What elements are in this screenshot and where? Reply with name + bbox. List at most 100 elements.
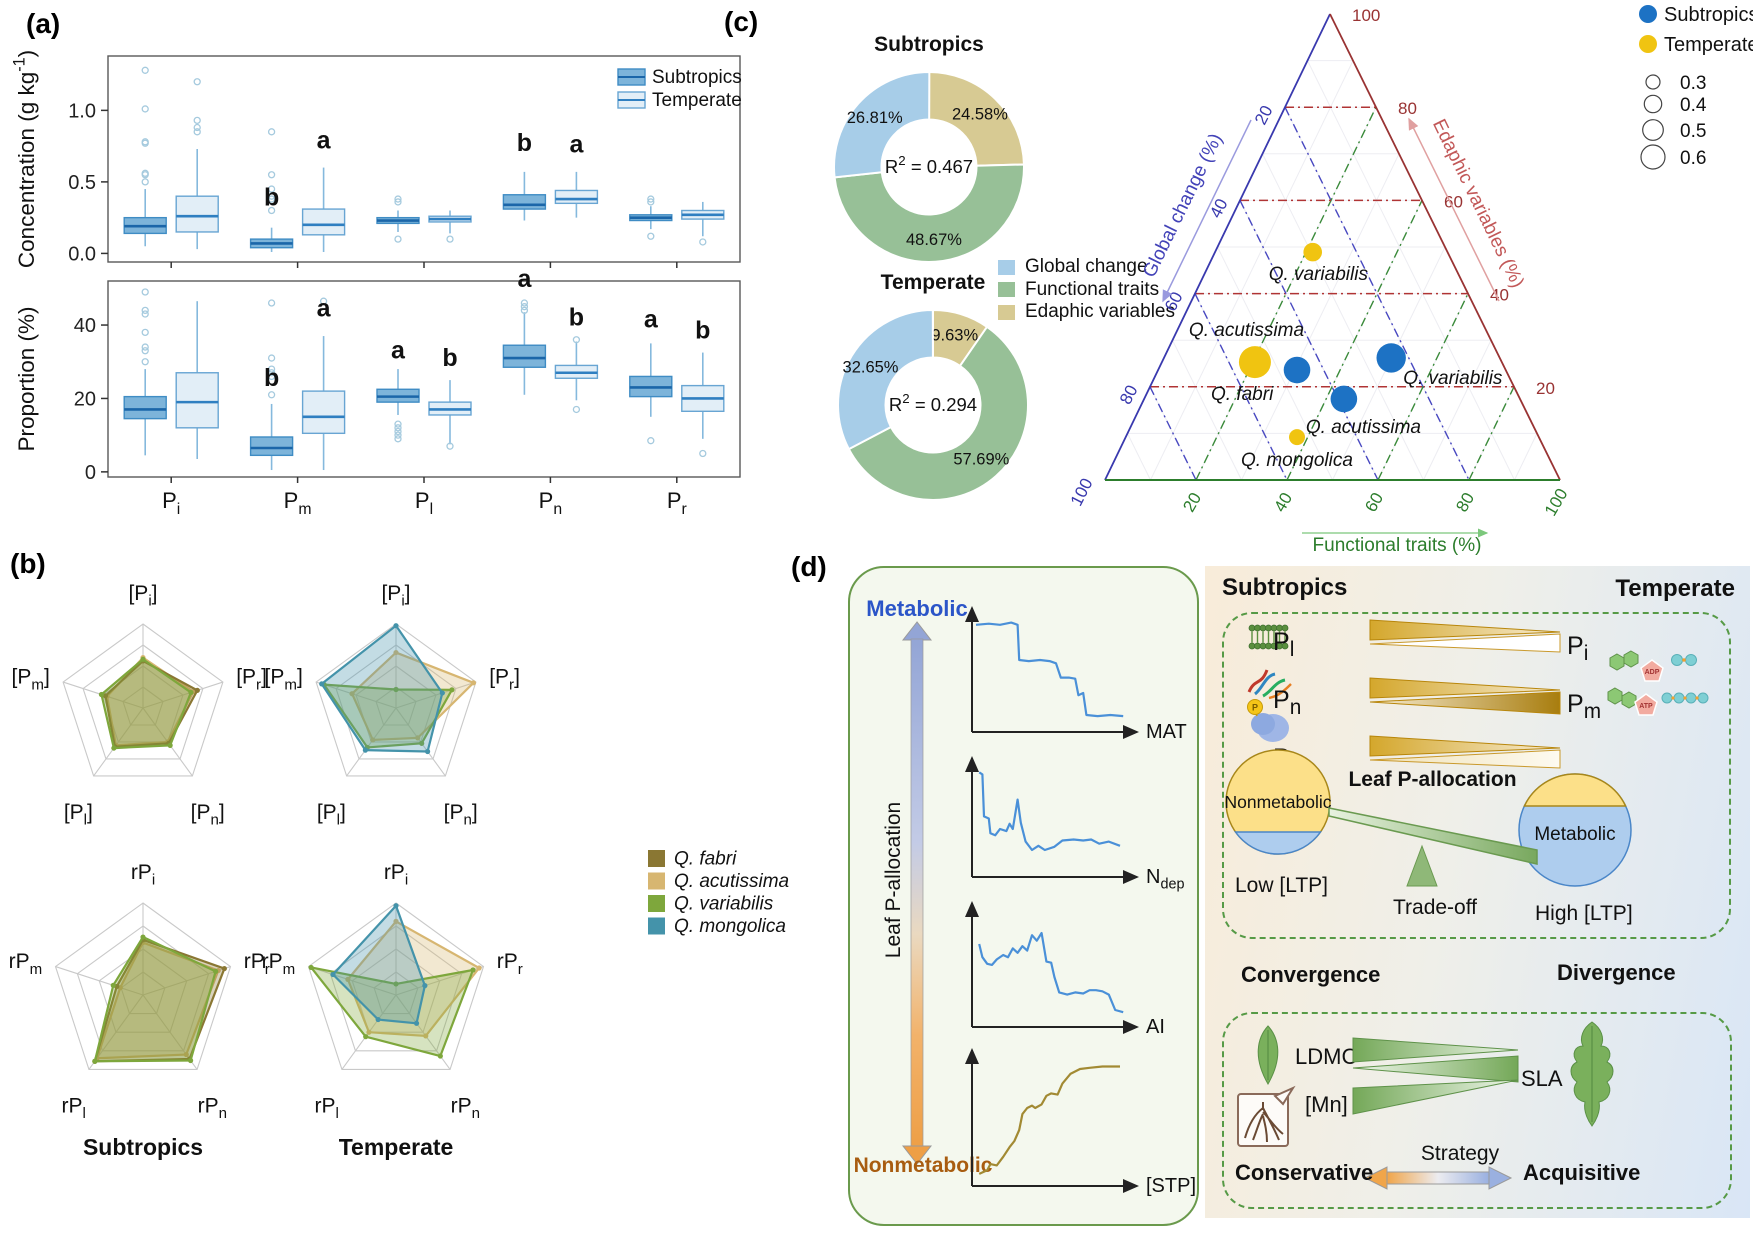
svg-text:80: 80 [1116, 382, 1142, 407]
panel-a-boxplots: 0.0 0.5 1.0 Concentration (g kg-1) b a b a Subtr… [11, 50, 742, 518]
p-nucleic-label: Pn [1273, 686, 1302, 719]
legend-label: Functional traits [1025, 278, 1160, 300]
metabolic-label: Metabolic [866, 596, 968, 621]
svg-text:MAT: MAT [1146, 721, 1187, 743]
svg-text:Pr: Pr [667, 488, 687, 518]
svg-text:57.69%: 57.69% [953, 451, 1009, 469]
donut-legend-item: Global change [998, 256, 1175, 279]
svg-text:20: 20 [1251, 102, 1277, 127]
svg-text:Pn: Pn [539, 488, 562, 518]
legend-label: Edaphic variables [1025, 301, 1175, 323]
svg-text:[Pi]: [Pi] [128, 582, 157, 610]
panel-d-left-box: Metabolic Leaf P-allocation Nonmetabolic… [848, 566, 1199, 1226]
svg-text:b: b [569, 304, 584, 332]
divergence-label: Divergence [1557, 960, 1676, 985]
donut-legend-item: Functional traits [998, 279, 1175, 302]
svg-text:40: 40 [1270, 489, 1296, 515]
svg-text:b: b [517, 129, 532, 157]
svg-text:20: 20 [74, 388, 96, 410]
svg-text:a: a [517, 265, 532, 293]
legend-swatch [998, 259, 1015, 275]
svg-text:a: a [569, 131, 584, 159]
svg-text:ADP: ADP [1645, 669, 1660, 676]
mat-mini-plot: MAT [965, 606, 1187, 743]
svg-text:Subtropics: Subtropics [83, 1134, 203, 1160]
svg-text:Ndep: Ndep [1146, 866, 1184, 892]
membrane-icon [1248, 624, 1289, 650]
allocation-dashed-box [1222, 612, 1731, 939]
svg-text:Temperate: Temperate [339, 1134, 454, 1160]
donut-legend: Global change Functional traits Edaphic va… [998, 256, 1175, 324]
svg-text:Q. acutissima: Q. acutissima [1189, 320, 1304, 341]
strategy-arrow-icon [1363, 1166, 1513, 1190]
tradeoff-label: Trade-off [1392, 896, 1478, 919]
svg-text:0.6: 0.6 [1680, 148, 1706, 169]
tradeoff-seesaw-icon [1328, 807, 1538, 887]
svg-text:rPi: rPi [131, 861, 155, 889]
panel-a-label: (a) [26, 8, 61, 39]
high-ltp-label: High [LTP] [1535, 902, 1633, 925]
svg-text:24.58%: 24.58% [952, 106, 1008, 124]
svg-text:[STP]: [STP] [1146, 1175, 1196, 1197]
svg-text:Edaphic variables (%): Edaphic variables (%) [1428, 116, 1528, 291]
svg-text:rPr: rPr [244, 950, 270, 978]
temperate-title: Temperate [1615, 575, 1735, 602]
ndep-mini-plot: Ndep [965, 756, 1184, 892]
p-metabolite-label: Pm [1567, 690, 1602, 723]
nonmetabolic-label: Nonmetabolic [853, 1154, 993, 1177]
svg-text:Q. acutissima: Q. acutissima [674, 871, 789, 892]
allocation-tradeoff-bands [1369, 619, 1561, 769]
svg-text:20: 20 [1179, 489, 1205, 515]
svg-text:0: 0 [85, 462, 96, 484]
svg-text:Pm: Pm [284, 488, 312, 518]
donut-legend-item: Edaphic variables [998, 301, 1175, 324]
svg-text:AI: AI [1146, 1016, 1165, 1038]
svg-text:40: 40 [1490, 286, 1509, 305]
svg-text:60: 60 [1361, 489, 1387, 515]
phosphorylated-protein-icon: P [1247, 699, 1289, 742]
svg-text:60: 60 [1161, 289, 1187, 314]
svg-text:0.5: 0.5 [1680, 121, 1706, 142]
svg-text:0.4: 0.4 [1680, 95, 1707, 116]
svg-text:a: a [391, 337, 406, 365]
root-icon [1237, 1085, 1296, 1147]
svg-text:Pi: Pi [162, 488, 180, 518]
svg-text:Functional traits (%): Functional traits (%) [1313, 535, 1482, 556]
svg-text:P: P [1252, 703, 1258, 713]
svg-text:Q. acutissima: Q. acutissima [1306, 417, 1421, 438]
metabolic-gradient-arrow-icon [901, 621, 933, 1165]
panel-b-radars: [Pi] [Pr] [Pn] [Pl] [Pm] [Pi] [Pr] [Pn] [Pl] [Pm]… [9, 582, 789, 1160]
svg-text:[Pr]: [Pr] [236, 666, 267, 694]
svg-text:[Pr]: [Pr] [489, 666, 520, 694]
svg-text:b: b [695, 316, 710, 344]
small-leaf-icon [1257, 1025, 1279, 1086]
convergence-label: Convergence [1241, 962, 1381, 987]
panel-b-label: (b) [10, 548, 46, 579]
sla-label: SLA [1521, 1066, 1563, 1091]
svg-text:Temperate: Temperate [881, 271, 986, 294]
ai-mini-plot: AI [965, 901, 1165, 1038]
conservative-label: Conservative [1235, 1160, 1374, 1185]
big-leaf-icon [1570, 1021, 1614, 1127]
svg-text:[Pl]: [Pl] [317, 801, 346, 829]
p-inorganic-label: Pi [1567, 632, 1589, 665]
mn-label: [Mn] [1305, 1092, 1348, 1117]
svg-text:[Pm]: [Pm] [265, 666, 303, 694]
svg-text:Subtropics: Subtropics [652, 67, 742, 88]
subtropics-title: Subtropics [1222, 574, 1348, 601]
svg-text:R2 = 0.467: R2 = 0.467 [885, 153, 973, 177]
svg-text:40: 40 [74, 315, 96, 337]
strategy-dashed-box [1222, 1012, 1732, 1209]
atp-adp-icon: ADP ATP [1607, 650, 1709, 716]
svg-text:[Pn]: [Pn] [444, 801, 478, 829]
svg-text:Q. variabilis: Q. variabilis [1403, 368, 1503, 389]
panel-d-right-panel: Subtropics Temperate P Pl Pn Pr Pi Pm [1205, 566, 1750, 1218]
svg-text:b: b [442, 344, 457, 372]
svg-text:Subtropics: Subtropics [874, 33, 984, 56]
svg-text:100: 100 [1352, 6, 1380, 25]
svg-text:80: 80 [1452, 489, 1478, 515]
leaf-p-allocation-axis-label: Leaf P-allocation [882, 801, 905, 959]
legend-label: Global change [1025, 256, 1148, 278]
